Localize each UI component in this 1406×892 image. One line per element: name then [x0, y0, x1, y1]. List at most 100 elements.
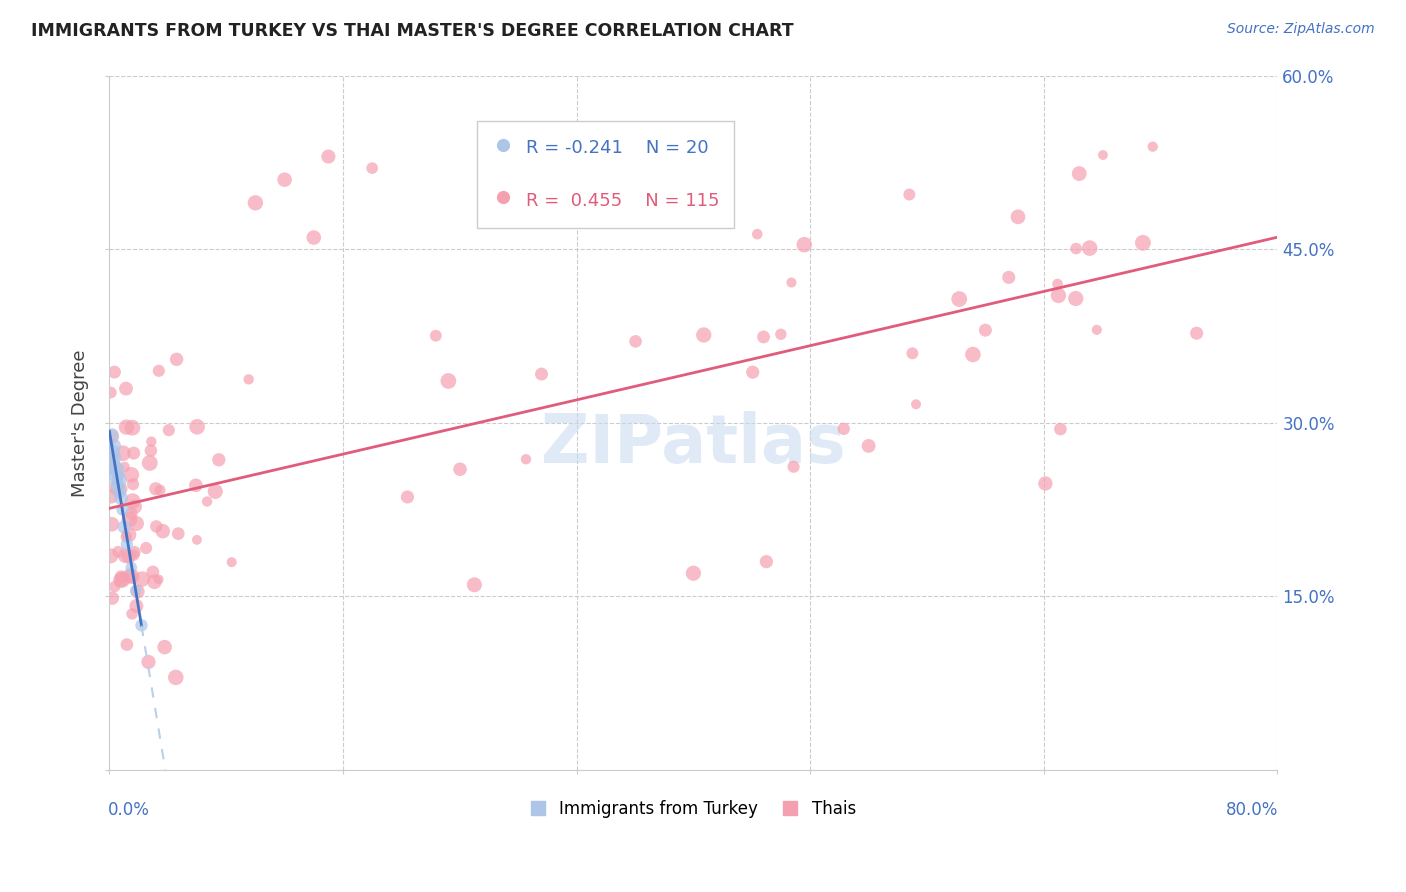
- Point: [221, 555, 243, 569]
- Point: [121, 569, 143, 583]
- Point: [111, 482, 134, 496]
- Point: [100, 385, 122, 400]
- Point: [110, 570, 132, 584]
- Point: [148, 364, 170, 378]
- Text: ZIPatlas: ZIPatlas: [541, 410, 845, 476]
- Point: [120, 507, 142, 521]
- Point: [145, 482, 167, 496]
- Point: [115, 638, 138, 652]
- Point: [138, 456, 160, 470]
- Point: [120, 467, 142, 482]
- Point: [107, 479, 129, 493]
- Point: [115, 530, 138, 544]
- Point: [1035, 476, 1057, 491]
- Point: [103, 365, 125, 379]
- Point: [139, 443, 162, 458]
- Y-axis label: Master's Degree: Master's Degree: [72, 349, 89, 497]
- Point: [125, 599, 148, 613]
- Point: [948, 292, 970, 306]
- Point: [121, 420, 143, 434]
- Point: [1142, 139, 1164, 153]
- Point: [273, 172, 295, 186]
- Point: [111, 502, 134, 516]
- Point: [121, 494, 143, 508]
- Point: [165, 670, 187, 684]
- Point: [208, 452, 231, 467]
- Point: [962, 347, 984, 361]
- Point: [1049, 422, 1071, 436]
- Point: [186, 419, 208, 434]
- Point: [755, 555, 778, 569]
- Point: [1046, 277, 1069, 291]
- Point: [110, 573, 132, 587]
- Point: [530, 367, 553, 381]
- Point: [118, 527, 141, 541]
- Point: [100, 549, 122, 563]
- Point: [449, 462, 471, 476]
- Point: [100, 489, 122, 503]
- Point: [125, 516, 148, 531]
- Point: [104, 450, 127, 465]
- Point: [121, 607, 143, 621]
- Point: [425, 328, 447, 343]
- Point: [1007, 210, 1029, 224]
- Point: [832, 422, 855, 436]
- FancyBboxPatch shape: [477, 120, 734, 228]
- Point: [114, 549, 136, 563]
- Point: [149, 483, 172, 497]
- Point: [747, 227, 769, 242]
- Point: [1091, 148, 1114, 162]
- Point: [101, 430, 124, 444]
- Point: [157, 423, 180, 437]
- Point: [110, 491, 132, 505]
- Point: [1064, 242, 1087, 256]
- Point: [131, 618, 153, 632]
- Point: [1064, 292, 1087, 306]
- Point: [115, 420, 138, 434]
- Point: [107, 467, 129, 482]
- Point: [108, 485, 131, 500]
- Text: R =  0.455    N = 115: R = 0.455 N = 115: [526, 192, 720, 210]
- Text: IMMIGRANTS FROM TURKEY VS THAI MASTER'S DEGREE CORRELATION CHART: IMMIGRANTS FROM TURKEY VS THAI MASTER'S …: [31, 22, 793, 40]
- Point: [105, 481, 128, 495]
- Point: [153, 640, 176, 654]
- Point: [100, 462, 122, 476]
- Point: [131, 572, 153, 586]
- Point: [997, 270, 1019, 285]
- Point: [115, 537, 138, 551]
- Point: [122, 477, 145, 491]
- Point: [184, 478, 207, 492]
- Point: [166, 352, 188, 367]
- Point: [135, 541, 157, 555]
- Point: [103, 439, 125, 453]
- Point: [124, 583, 146, 598]
- Text: R = -0.241    N = 20: R = -0.241 N = 20: [526, 139, 709, 158]
- Point: [124, 500, 146, 514]
- Point: [437, 374, 460, 388]
- Point: [752, 330, 775, 344]
- Point: [1078, 241, 1101, 255]
- Point: [624, 334, 647, 349]
- Point: [195, 494, 218, 508]
- Point: [361, 161, 384, 175]
- Point: [127, 584, 149, 599]
- Point: [167, 526, 190, 541]
- Point: [1069, 167, 1091, 181]
- Point: [204, 484, 226, 499]
- Point: [693, 328, 716, 343]
- Point: [111, 573, 134, 587]
- Text: Source: ZipAtlas.com: Source: ZipAtlas.com: [1227, 22, 1375, 37]
- Text: 80.0%: 80.0%: [1226, 801, 1278, 819]
- Point: [118, 568, 141, 582]
- Point: [141, 434, 163, 449]
- Point: [974, 323, 997, 337]
- Point: [120, 560, 142, 574]
- Point: [741, 365, 763, 379]
- Point: [245, 195, 267, 210]
- Point: [101, 427, 124, 442]
- Point: [145, 519, 167, 533]
- Point: [101, 450, 124, 464]
- Point: [152, 524, 174, 538]
- Point: [103, 456, 125, 470]
- Point: [898, 187, 921, 202]
